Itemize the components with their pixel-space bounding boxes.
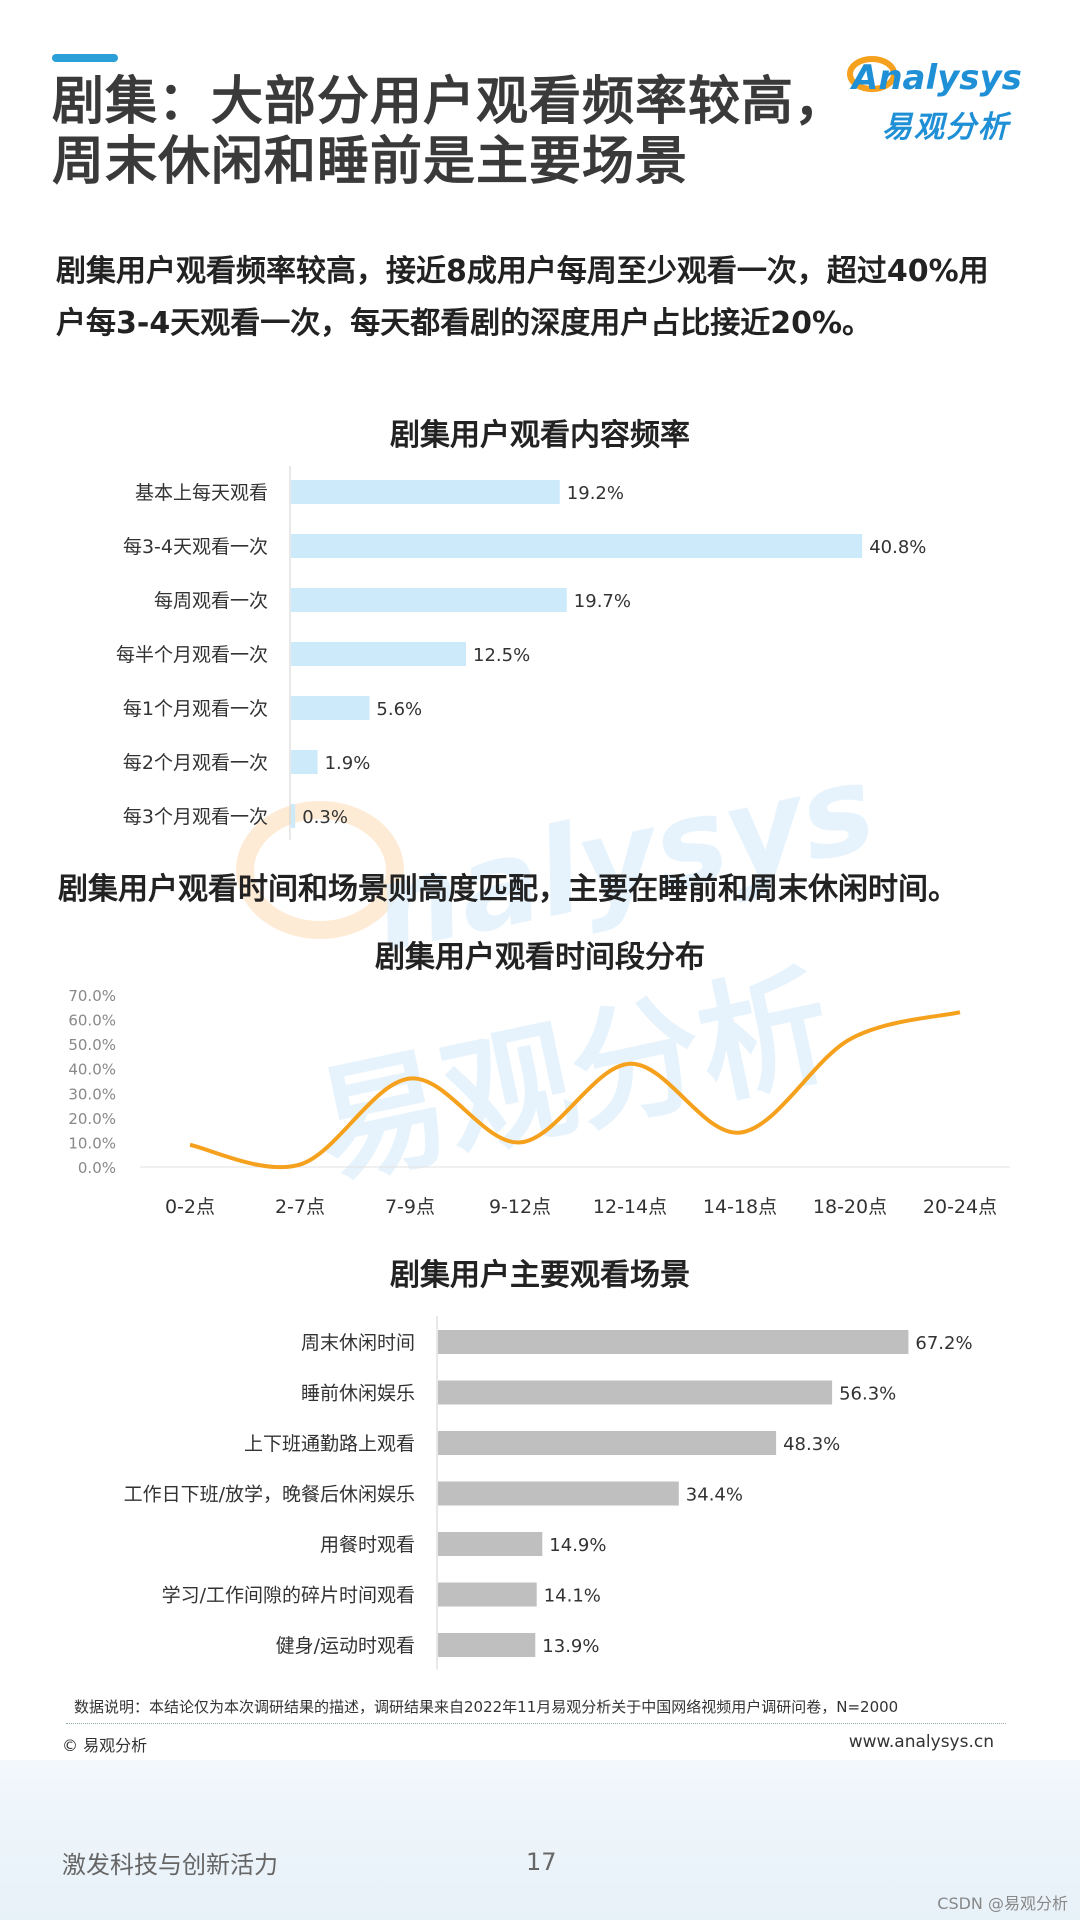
y-tick-label: 30.0% [68, 1085, 116, 1103]
x-tick-label: 0-2点 [165, 1196, 215, 1218]
csdn-attribution: CSDN @易观分析 [937, 1894, 1068, 1913]
bar-5 [438, 1582, 537, 1607]
website-link[interactable]: www.analysys.cn [848, 1732, 994, 1752]
bar-6 [438, 1633, 536, 1657]
category-label: 睡前休闲娱乐 [301, 1383, 415, 1405]
y-tick-label: 0.0% [78, 1159, 116, 1177]
value-label: 12.5% [473, 645, 530, 666]
footer-background-band [0, 1760, 1080, 1920]
summary-paragraph-time-scene: 剧集用户观看时间和场景则高度匹配，主要在睡前和周末休闲时间。 [58, 872, 958, 907]
bar-6 [291, 804, 296, 828]
y-tick-label: 10.0% [68, 1134, 116, 1152]
chart-title-frequency: 剧集用户观看内容频率 [390, 418, 690, 453]
bar-3 [438, 1481, 679, 1506]
category-label: 每3个月观看一次 [123, 806, 268, 828]
category-label: 每1个月观看一次 [123, 698, 268, 720]
x-tick-label: 2-7点 [275, 1196, 325, 1218]
bar-2 [291, 588, 567, 612]
category-label: 每3-4天观看一次 [123, 536, 268, 558]
category-label: 每半个月观看一次 [116, 644, 268, 666]
footer-divider [66, 1723, 1006, 1724]
value-label: 34.4% [686, 1485, 743, 1506]
category-label: 上下班通勤路上观看 [244, 1433, 415, 1455]
bar-1 [438, 1380, 833, 1405]
value-label: 13.9% [542, 1636, 599, 1657]
value-label: 14.9% [549, 1535, 606, 1556]
value-label: 1.9% [325, 753, 371, 774]
y-tick-label: 20.0% [68, 1110, 116, 1128]
value-label: 67.2% [915, 1333, 972, 1354]
bar-1 [291, 534, 863, 558]
bar-3 [291, 642, 466, 666]
category-label: 用餐时观看 [320, 1534, 415, 1556]
page-number: 17 [526, 1848, 557, 1876]
y-tick-label: 40.0% [68, 1061, 116, 1079]
x-tick-label: 20-24点 [923, 1196, 997, 1218]
frequency-bar-chart: 基本上每天观看 19.2% 每3-4天观看一次 40.8% 每周观看一次 19.7% 每半个… [116, 466, 926, 840]
series-line [189, 1010, 961, 1170]
category-label: 健身/运动时观看 [276, 1635, 415, 1657]
x-tick-label: 7-9点 [385, 1196, 435, 1218]
value-label: 19.2% [567, 483, 624, 504]
value-label: 19.7% [574, 591, 631, 612]
footer-slogan: 激发科技与创新活力 [62, 1851, 278, 1879]
category-label: 每周观看一次 [154, 590, 268, 612]
category-label: 周末休闲时间 [301, 1332, 415, 1354]
data-source-note: 数据说明：本结论仅为本次调研结果的描述，调研结果来自2022年11月易观分析关于… [74, 1698, 899, 1716]
value-label: 40.8% [869, 537, 926, 558]
copyright-text: © 易观分析 [62, 1736, 148, 1755]
category-label: 每2个月观看一次 [123, 752, 268, 774]
title-accent-bar [52, 54, 118, 62]
viewing-scenes-bar-chart: 周末休闲时间 67.2% 睡前休闲娱乐 56.3% 上下班通勤路上观看 48.3% 工作日下… [124, 1316, 973, 1670]
category-label: 学习/工作间隙的碎片时间观看 [162, 1585, 415, 1607]
category-label: 基本上每天观看 [135, 482, 268, 504]
logo-cn-text: 易观分析 [882, 110, 1010, 145]
x-tick-label: 14-18点 [703, 1196, 777, 1218]
value-label: 0.3% [302, 807, 348, 828]
bar-2 [438, 1431, 777, 1455]
bar-4 [291, 696, 370, 720]
value-label: 48.3% [783, 1434, 840, 1455]
y-tick-label: 70.0% [68, 987, 116, 1005]
analysys-logo: Analysys 易观分析 [842, 44, 1042, 145]
chart-title-time-distribution: 剧集用户观看时间段分布 [375, 940, 705, 975]
bar-4 [438, 1532, 543, 1556]
value-label: 14.1% [544, 1586, 601, 1607]
page-title: 剧集：大部分用户观看频率较高， 周末休闲和睡前是主要场景 [52, 72, 848, 192]
bar-0 [291, 480, 560, 504]
bar-0 [438, 1330, 909, 1354]
summary-paragraph-frequency: 剧集用户观看频率较高，接近8成用户每周至少观看一次，超过40%用户每3-4天观看… [56, 254, 989, 341]
logo-swoosh-icon [847, 56, 897, 92]
bar-5 [291, 750, 318, 774]
value-label: 5.6% [376, 699, 422, 720]
chart-title-viewing-scenes: 剧集用户主要观看场景 [390, 1258, 690, 1293]
y-tick-label: 50.0% [68, 1036, 116, 1054]
logo-en-text: Analysys [852, 58, 1022, 98]
x-tick-label: 18-20点 [813, 1196, 887, 1218]
category-label: 工作日下班/放学，晚餐后休闲娱乐 [124, 1484, 415, 1506]
y-tick-label: 60.0% [68, 1012, 116, 1030]
x-tick-label: 9-12点 [489, 1196, 551, 1218]
value-label: 56.3% [839, 1384, 896, 1405]
x-tick-label: 12-14点 [593, 1196, 667, 1218]
time-distribution-line-chart: 0.0% 10.0% 20.0% 30.0% 40.0% 50.0% 60.0% 70.0% 0… [68, 987, 1010, 1218]
